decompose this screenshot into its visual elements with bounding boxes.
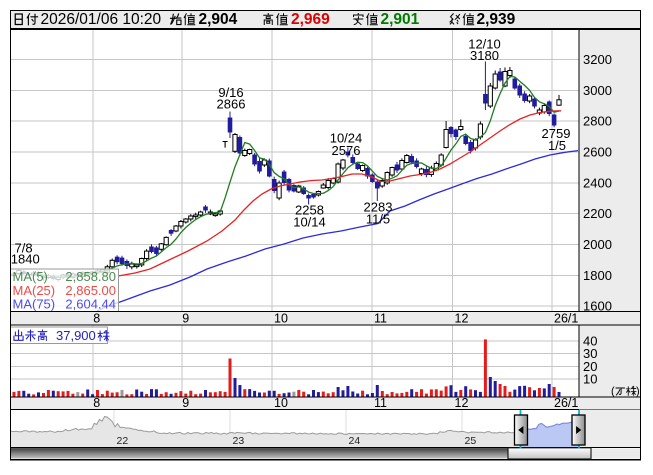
svg-text:25: 25 — [465, 435, 477, 447]
svg-text:2,858.80: 2,858.80 — [65, 269, 116, 284]
svg-text:1800: 1800 — [583, 268, 612, 283]
svg-text:2866: 2866 — [217, 97, 246, 112]
svg-text:2283: 2283 — [364, 200, 393, 215]
svg-text:MA(25): MA(25) — [13, 283, 56, 298]
svg-text:2800: 2800 — [583, 114, 612, 129]
svg-text:2,904: 2,904 — [199, 11, 238, 28]
svg-text:2,939: 2,939 — [477, 11, 516, 28]
svg-text:1840: 1840 — [11, 252, 40, 267]
svg-text:3000: 3000 — [583, 83, 612, 98]
svg-text:2000: 2000 — [583, 237, 612, 252]
svg-text:30: 30 — [583, 346, 597, 361]
svg-text:9: 9 — [182, 312, 189, 326]
svg-text:3200: 3200 — [583, 52, 612, 67]
svg-text:2,901: 2,901 — [381, 11, 420, 28]
svg-text:20: 20 — [583, 359, 597, 374]
svg-text:26/1: 26/1 — [554, 312, 578, 326]
svg-text:10: 10 — [274, 312, 288, 326]
svg-text:2,604.44: 2,604.44 — [65, 297, 116, 312]
svg-text:3180: 3180 — [470, 48, 499, 63]
svg-text:10/14: 10/14 — [293, 215, 326, 230]
svg-text:10: 10 — [583, 372, 597, 387]
svg-text:11/5: 11/5 — [366, 212, 390, 227]
svg-text:2,969: 2,969 — [291, 11, 330, 28]
svg-text:2026/01/06 10:20: 2026/01/06 10:20 — [41, 11, 162, 28]
svg-text:24: 24 — [349, 435, 361, 447]
svg-text:8: 8 — [93, 396, 100, 410]
svg-text:23: 23 — [233, 435, 245, 447]
svg-text:11: 11 — [374, 312, 387, 326]
svg-text:12: 12 — [455, 396, 469, 410]
svg-text:2258: 2258 — [295, 203, 324, 218]
svg-text:12: 12 — [455, 312, 469, 326]
svg-text:1/5: 1/5 — [548, 138, 566, 153]
svg-text:2600: 2600 — [583, 145, 612, 160]
svg-text:2200: 2200 — [583, 206, 612, 221]
svg-text:40: 40 — [583, 334, 597, 349]
svg-text:9/16: 9/16 — [218, 85, 243, 100]
svg-text:11: 11 — [374, 396, 387, 410]
svg-text:2576: 2576 — [332, 143, 361, 158]
svg-text:10/24: 10/24 — [330, 131, 363, 146]
svg-text:): ) — [636, 386, 640, 398]
svg-text:9: 9 — [182, 396, 189, 410]
svg-text:MA(5): MA(5) — [13, 269, 48, 284]
svg-text:26/1: 26/1 — [554, 396, 578, 410]
svg-text:7/8: 7/8 — [15, 241, 33, 256]
svg-text:37,900: 37,900 — [56, 328, 96, 343]
svg-text:(: ( — [611, 386, 615, 398]
svg-text:2,865.00: 2,865.00 — [65, 283, 116, 298]
svg-text:12/10: 12/10 — [468, 37, 501, 52]
svg-text:1600: 1600 — [583, 299, 612, 314]
svg-text:MA(75): MA(75) — [13, 297, 56, 312]
svg-text:22: 22 — [117, 435, 129, 447]
svg-text:2400: 2400 — [583, 175, 612, 190]
svg-text:10: 10 — [274, 396, 288, 410]
svg-text:8: 8 — [93, 312, 100, 326]
svg-text:2759: 2759 — [542, 126, 571, 141]
